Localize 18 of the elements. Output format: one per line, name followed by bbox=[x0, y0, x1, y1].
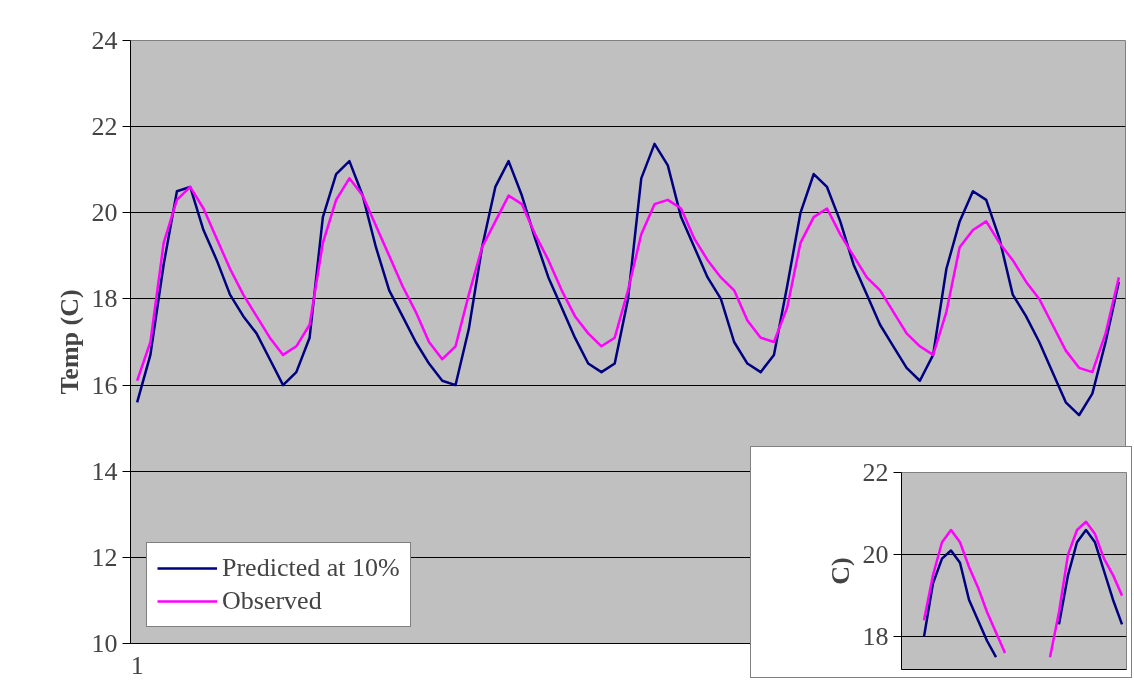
legend-label: Predicted at 10% bbox=[222, 553, 400, 583]
legend-label: Observed bbox=[222, 586, 322, 616]
y-tick-label: 12 bbox=[91, 542, 118, 572]
y-axis-title: Temp (C) bbox=[54, 289, 84, 395]
y-tick-label: 18 bbox=[862, 622, 889, 652]
y-tick-label: 18 bbox=[91, 284, 118, 314]
y-tick-label: 22 bbox=[91, 112, 118, 142]
line-series bbox=[135, 177, 1121, 383]
line-series bbox=[135, 142, 1121, 417]
y-axis-title: C) bbox=[825, 557, 855, 585]
y-tick-label: 16 bbox=[91, 370, 118, 400]
y-tick-label: 20 bbox=[91, 198, 118, 228]
y-tick-label: 10 bbox=[91, 629, 118, 658]
x-tick-label: 1 bbox=[130, 650, 144, 680]
y-tick-label: 24 bbox=[91, 26, 118, 55]
y-tick-label: 22 bbox=[862, 458, 889, 487]
y-tick-label: 14 bbox=[91, 456, 118, 486]
y-tick-label: 20 bbox=[862, 540, 889, 570]
